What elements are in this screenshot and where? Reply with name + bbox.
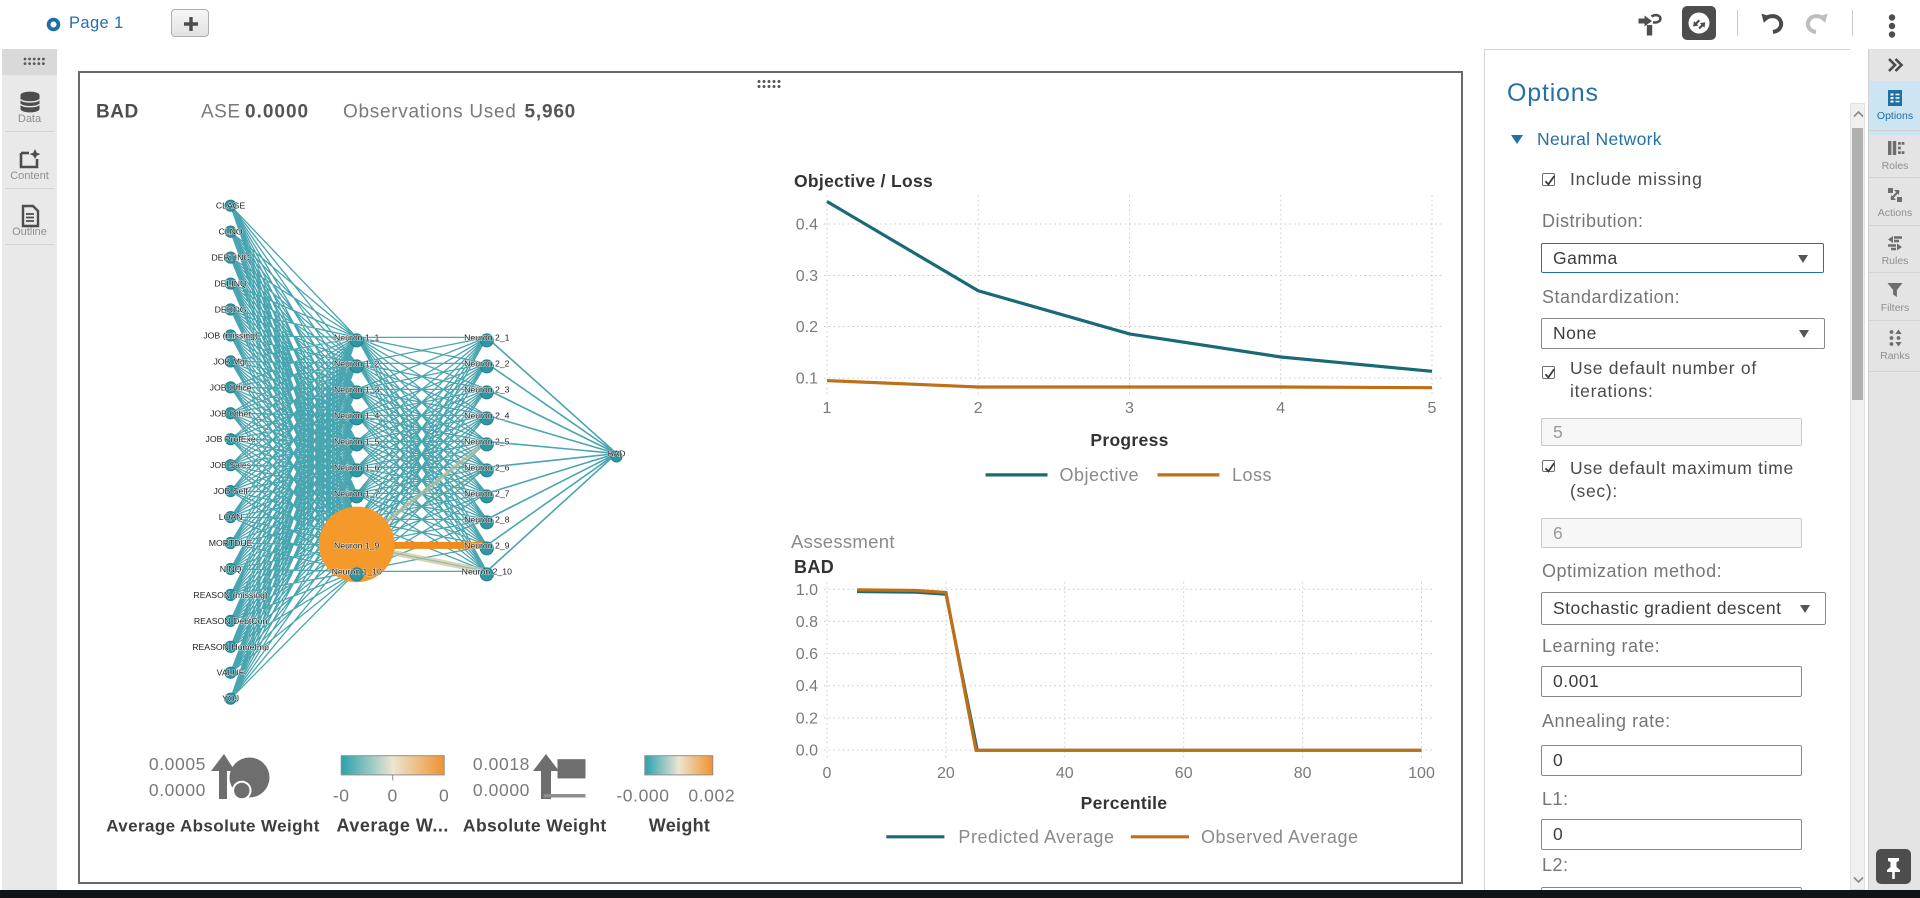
svg-text:Predicted Average: Predicted Average — [958, 827, 1114, 847]
svg-text:REASON (missing): REASON (missing) — [193, 590, 267, 600]
svg-text:0.0: 0.0 — [796, 743, 818, 760]
svg-text:0.002: 0.002 — [688, 786, 735, 806]
svg-text:JOB ProfExe: JOB ProfExe — [205, 434, 255, 444]
svg-text:5: 5 — [1428, 400, 1437, 417]
svg-text:0.0000: 0.0000 — [245, 102, 309, 123]
svg-text:Assessment: Assessment — [791, 531, 895, 552]
svg-text:0.8: 0.8 — [796, 614, 818, 631]
svg-text:0.3: 0.3 — [796, 268, 818, 285]
svg-text:JOB (missing): JOB (missing) — [203, 330, 258, 340]
svg-text:Neuron 1_1: Neuron 1_1 — [334, 332, 380, 342]
svg-text:-0: -0 — [333, 786, 350, 806]
svg-text:Weight: Weight — [649, 816, 710, 836]
svg-text:DELINQ: DELINQ — [214, 279, 247, 289]
svg-text:Neuron 2_10: Neuron 2_10 — [462, 566, 512, 576]
svg-text:Neuron 2_1: Neuron 2_1 — [464, 332, 510, 342]
svg-text:Neuron 1_10: Neuron 1_10 — [332, 566, 382, 576]
svg-text:0.2: 0.2 — [796, 319, 818, 336]
svg-text:5,960: 5,960 — [525, 102, 577, 123]
svg-text:Neuron 1_3: Neuron 1_3 — [334, 384, 380, 394]
svg-text:BAD: BAD — [608, 449, 626, 459]
svg-text:Objective: Objective — [1060, 465, 1140, 485]
svg-text:0.0000: 0.0000 — [473, 780, 530, 800]
svg-text:0.4: 0.4 — [796, 678, 818, 695]
svg-text:JOB Mgr: JOB Mgr — [213, 356, 247, 366]
svg-text:Neuron 1_7: Neuron 1_7 — [334, 488, 380, 498]
svg-text:Observations Used: Observations Used — [343, 102, 516, 123]
svg-text:40: 40 — [1056, 765, 1074, 782]
svg-text:Loss: Loss — [1232, 465, 1272, 485]
svg-text:Neuron 2_2: Neuron 2_2 — [464, 358, 510, 368]
svg-text:Neuron 2_4: Neuron 2_4 — [464, 410, 510, 420]
svg-text:0: 0 — [388, 786, 398, 806]
svg-text:0.6: 0.6 — [796, 646, 818, 663]
svg-text:Neuron 2_5: Neuron 2_5 — [464, 436, 510, 446]
svg-text:0.0000: 0.0000 — [149, 780, 206, 800]
svg-text:Neuron 2_7: Neuron 2_7 — [464, 488, 510, 498]
svg-text:Neuron 1_6: Neuron 1_6 — [334, 462, 380, 472]
svg-text:Neuron 2_9: Neuron 2_9 — [464, 540, 510, 550]
svg-text:BAD: BAD — [96, 102, 139, 123]
svg-text:Neuron 2_8: Neuron 2_8 — [464, 514, 510, 524]
svg-text:2: 2 — [974, 400, 983, 417]
svg-text:0.4: 0.4 — [796, 217, 818, 234]
svg-text:REASON DebtCon: REASON DebtCon — [194, 616, 268, 626]
svg-text:CLAGE: CLAGE — [216, 201, 246, 211]
svg-text:Neuron 1_5: Neuron 1_5 — [334, 436, 380, 446]
svg-text:Objective / Loss: Objective / Loss — [794, 171, 933, 191]
svg-text:80: 80 — [1294, 765, 1312, 782]
svg-text:LOAN: LOAN — [219, 512, 243, 522]
svg-text:JOB Office: JOB Office — [210, 382, 252, 392]
svg-text:3: 3 — [1125, 400, 1134, 417]
svg-text:1.0: 1.0 — [796, 582, 818, 599]
svg-text:Neuron 1_9: Neuron 1_9 — [334, 540, 380, 550]
svg-text:20: 20 — [937, 765, 955, 782]
svg-text:Percentile: Percentile — [1081, 793, 1168, 813]
svg-text:DEBTINC: DEBTINC — [212, 253, 250, 263]
svg-text:Neuron 2_6: Neuron 2_6 — [464, 462, 510, 472]
svg-text:JOB Self: JOB Self — [213, 486, 248, 496]
svg-text:Neuron 1_4: Neuron 1_4 — [334, 410, 380, 420]
svg-text:JOB Sales: JOB Sales — [210, 460, 252, 470]
svg-text:0: 0 — [439, 786, 449, 806]
svg-text:Neuron 2_3: Neuron 2_3 — [464, 384, 510, 394]
svg-text:0: 0 — [823, 765, 832, 782]
svg-text:JOB Other: JOB Other — [210, 408, 251, 418]
svg-text:CLNO: CLNO — [219, 227, 243, 237]
svg-text:4: 4 — [1276, 400, 1285, 417]
svg-text:MORTDUE: MORTDUE — [209, 538, 253, 548]
svg-text:BAD: BAD — [794, 557, 834, 577]
svg-text:0.2: 0.2 — [796, 710, 818, 727]
svg-text:VALUE: VALUE — [217, 668, 245, 678]
svg-text:1: 1 — [823, 400, 832, 417]
svg-text:Observed Average: Observed Average — [1201, 827, 1359, 847]
svg-text:0.1: 0.1 — [796, 371, 818, 388]
svg-text:Absolute Weight: Absolute Weight — [463, 816, 607, 836]
svg-text:YOJ: YOJ — [222, 694, 239, 704]
svg-text:Neuron 1_2: Neuron 1_2 — [334, 358, 380, 368]
svg-text:60: 60 — [1175, 765, 1193, 782]
svg-text:-0.000: -0.000 — [616, 786, 669, 806]
svg-text:Progress: Progress — [1090, 430, 1168, 450]
svg-text:NINQ: NINQ — [220, 564, 242, 574]
svg-text:REASON HomeImp: REASON HomeImp — [192, 642, 269, 652]
svg-text:ASE: ASE — [201, 102, 241, 123]
svg-text:DEROG: DEROG — [215, 304, 247, 314]
svg-text:0.0018: 0.0018 — [473, 754, 530, 774]
svg-text:Average Absolute Weight: Average Absolute Weight — [106, 817, 320, 836]
svg-text:Average W...: Average W... — [337, 816, 449, 836]
svg-text:100: 100 — [1408, 765, 1435, 782]
svg-text:0.0005: 0.0005 — [149, 754, 206, 774]
